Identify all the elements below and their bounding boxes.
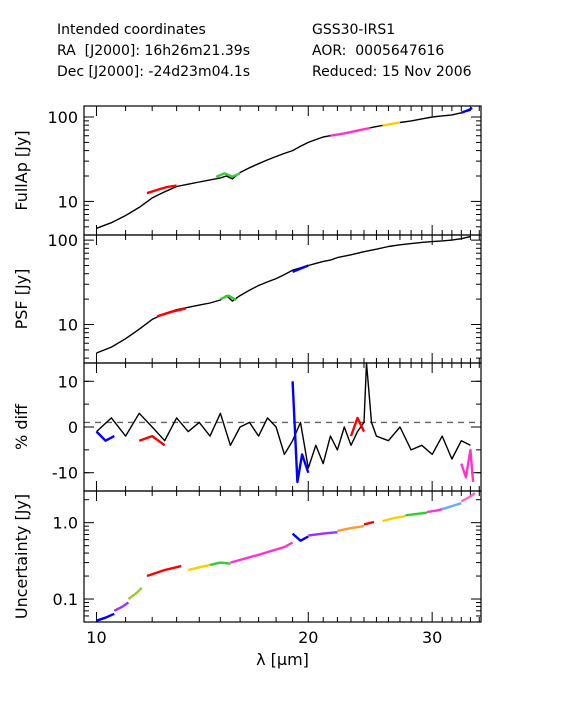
y-tick-label: -10: [52, 464, 78, 483]
x-axis-title: λ [μm]: [256, 650, 309, 669]
target-label: Intended coordinates: [57, 22, 206, 38]
y-tick-label: 0: [68, 418, 78, 437]
uncertainty-series-line: [460, 492, 476, 503]
y-tick-label: 1.0: [53, 514, 78, 533]
uncertainty-series-line: [337, 525, 365, 533]
panel-frame: [83, 490, 482, 623]
ra-label: RA [J2000]: 16h26m21.39s: [57, 43, 250, 59]
fullap-series-line: [215, 172, 241, 178]
uncertainty-series-line: [187, 563, 211, 572]
aor-label: AOR: 0005647616: [312, 43, 445, 59]
diff-series-line: [460, 448, 475, 483]
panel-frame: [83, 234, 482, 364]
reduced-date: Reduced: 15 Nov 2006: [312, 64, 472, 80]
uncertainty-series-line: [426, 508, 443, 514]
psf-series-line: [219, 294, 237, 302]
panel-frame: [83, 105, 482, 236]
uncertainty-series-line: [291, 532, 309, 542]
fullap-series-line: [382, 121, 401, 127]
diff-series-line: [96, 362, 471, 469]
y-tick-label: 0.1: [53, 590, 78, 609]
fullap-series-line: [96, 109, 471, 229]
y-tick-label: 10: [58, 372, 78, 391]
x-tick-label: 20: [298, 628, 318, 647]
x-tick-label: 10: [86, 628, 106, 647]
diff-series-line: [138, 434, 166, 447]
uncertainty-series-line: [363, 520, 375, 526]
uncertainty-series-line: [146, 564, 182, 578]
uncertainty-series-line: [96, 612, 115, 622]
uncertainty-series-line: [209, 561, 231, 567]
y-tick-label: 10: [58, 316, 78, 335]
psf-series-line: [292, 264, 309, 274]
uncertainty-series-line: [308, 531, 338, 537]
diff-series-line: [291, 381, 310, 484]
y-axis-title: FullAp [Jy]: [12, 130, 31, 210]
y-tick-label: 10: [58, 192, 78, 211]
x-tick-label: 30: [422, 628, 442, 647]
uncertainty-series-line: [441, 502, 462, 511]
psf-series-line: [96, 235, 471, 354]
y-axis-title: % diff: [12, 403, 31, 450]
y-axis-title: Uncertainty [Jy]: [12, 494, 31, 619]
object-name: GSS30-IRS1: [312, 22, 396, 38]
uncertainty-series-line: [382, 514, 406, 523]
y-axis-title: PSF [Jy]: [12, 269, 31, 330]
y-tick-label: 100: [47, 231, 78, 250]
uncertainty-series-line: [405, 511, 428, 517]
uncertainty-series-line: [113, 601, 130, 612]
fullap-series-line: [330, 126, 371, 137]
y-tick-label: 100: [47, 108, 78, 127]
uncertainty-series-line: [230, 541, 294, 564]
psf-series-line: [156, 307, 187, 318]
dec-label: Dec [J2000]: -24d23m04.1s: [57, 64, 251, 80]
panel-frame: [83, 362, 482, 492]
diff-series-line: [349, 416, 366, 437]
diff-series-line: [95, 430, 115, 442]
fullap-series-line: [460, 106, 473, 114]
fullap-series-line: [146, 184, 177, 195]
uncertainty-series-line: [127, 587, 143, 600]
